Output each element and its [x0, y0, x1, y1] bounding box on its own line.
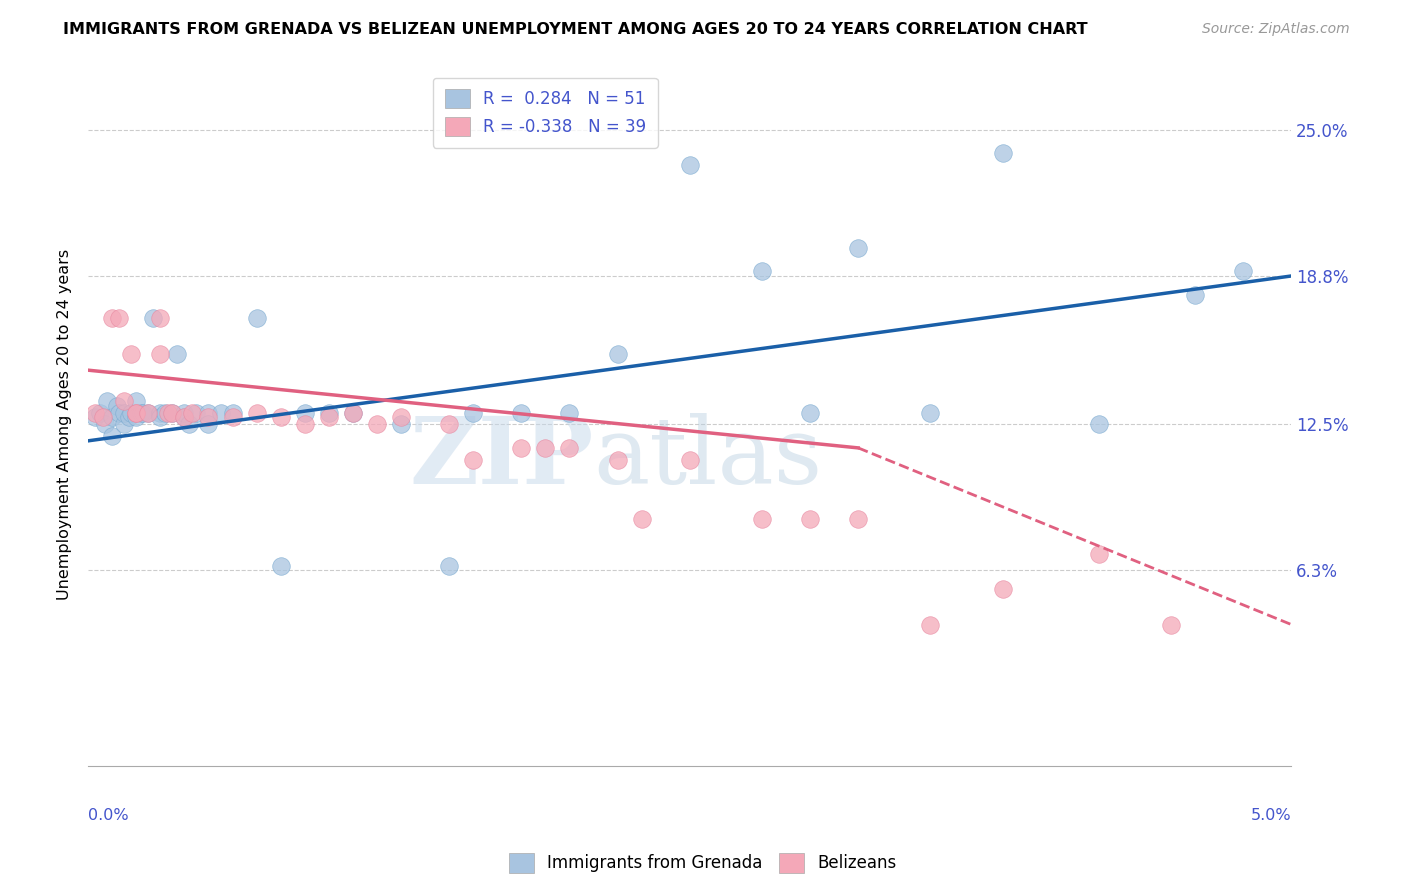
Point [101, 311, 124, 326]
Point [96, 393, 118, 408]
Point [510, 406, 533, 420]
Point [318, 406, 340, 420]
Point [197, 410, 219, 425]
Point [149, 406, 172, 420]
Point [197, 417, 219, 432]
Point [1232, 264, 1254, 278]
Point [156, 406, 179, 420]
Point [437, 417, 460, 432]
Point [125, 406, 148, 420]
Point [679, 452, 702, 467]
Point [846, 511, 869, 525]
Point [166, 347, 188, 361]
Point [173, 410, 195, 425]
Point [534, 441, 557, 455]
Point [112, 417, 135, 432]
Point [108, 406, 131, 420]
Point [1160, 617, 1182, 632]
Point [91, 410, 114, 425]
Point [101, 429, 124, 443]
Point [389, 410, 412, 425]
Point [799, 511, 821, 525]
Point [1184, 288, 1206, 302]
Point [162, 406, 184, 420]
Point [101, 410, 124, 425]
Point [389, 417, 412, 432]
Point [294, 406, 316, 420]
Point [463, 452, 485, 467]
Point [366, 417, 388, 432]
Point [846, 241, 869, 255]
Point [173, 410, 195, 425]
Text: ZIP: ZIP [409, 414, 593, 503]
Point [89, 406, 111, 420]
Point [991, 146, 1014, 161]
Text: Source: ZipAtlas.com: Source: ZipAtlas.com [1202, 22, 1350, 37]
Point [991, 582, 1014, 597]
Point [179, 417, 201, 432]
Point [121, 406, 143, 420]
Point [342, 406, 364, 420]
Point [920, 406, 942, 420]
Point [318, 410, 340, 425]
Point [125, 393, 148, 408]
Point [679, 158, 702, 172]
Point [142, 311, 165, 326]
Point [149, 311, 172, 326]
Text: IMMIGRANTS FROM GRENADA VS BELIZEAN UNEMPLOYMENT AMONG AGES 20 TO 24 YEARS CORRE: IMMIGRANTS FROM GRENADA VS BELIZEAN UNEM… [63, 22, 1088, 37]
Point [136, 406, 159, 420]
Point [342, 406, 364, 420]
Point [94, 417, 117, 432]
Point [221, 410, 243, 425]
Point [136, 406, 159, 420]
Text: 0.0%: 0.0% [89, 808, 129, 823]
Point [1088, 547, 1111, 561]
Point [558, 441, 581, 455]
Point [84, 410, 107, 425]
Point [270, 410, 292, 425]
Point [246, 406, 269, 420]
Point [105, 399, 128, 413]
Point [121, 347, 143, 361]
Point [920, 617, 942, 632]
Point [294, 417, 316, 432]
Point [751, 511, 773, 525]
Point [149, 410, 172, 425]
Point [437, 558, 460, 573]
Point [108, 311, 131, 326]
Point [558, 406, 581, 420]
Point [112, 393, 135, 408]
Point [84, 406, 107, 420]
Point [173, 406, 195, 420]
Point [751, 264, 773, 278]
Point [125, 410, 148, 425]
Point [799, 406, 821, 420]
Text: 5.0%: 5.0% [1251, 808, 1291, 823]
Point [129, 406, 152, 420]
Point [209, 406, 232, 420]
Point [197, 406, 219, 420]
Point [180, 406, 202, 420]
Point [221, 406, 243, 420]
Point [246, 311, 269, 326]
Point [463, 406, 485, 420]
Point [132, 406, 155, 420]
Point [510, 441, 533, 455]
Point [118, 410, 141, 425]
Point [186, 406, 208, 420]
Point [112, 406, 135, 420]
Point [149, 347, 172, 361]
Point [270, 558, 292, 573]
Point [606, 452, 628, 467]
Legend: R =  0.284   N = 51, R = -0.338   N = 39: R = 0.284 N = 51, R = -0.338 N = 39 [433, 78, 658, 148]
Point [1088, 417, 1111, 432]
Legend: Immigrants from Grenada, Belizeans: Immigrants from Grenada, Belizeans [502, 847, 904, 880]
Point [153, 406, 176, 420]
Point [630, 511, 652, 525]
Text: atlas: atlas [593, 414, 823, 503]
Point [125, 406, 148, 420]
Y-axis label: Unemployment Among Ages 20 to 24 years: Unemployment Among Ages 20 to 24 years [58, 249, 72, 600]
Point [162, 406, 184, 420]
Point [606, 347, 628, 361]
